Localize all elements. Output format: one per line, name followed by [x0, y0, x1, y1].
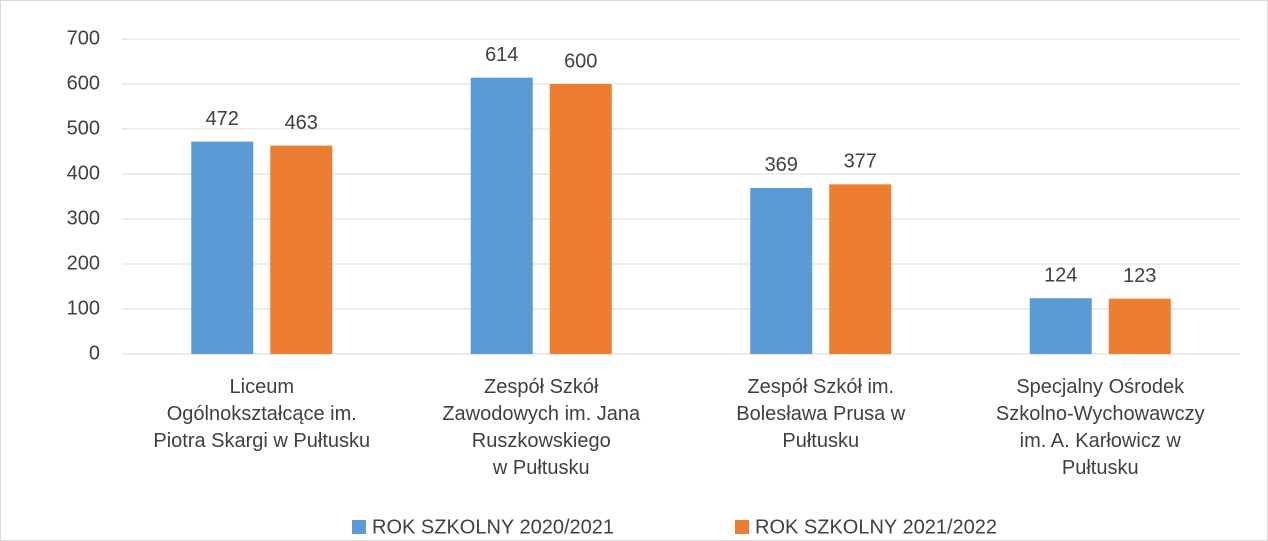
- legend-label: ROK SZKOLNY 2020/2021: [372, 516, 614, 538]
- bar: [191, 141, 254, 354]
- bar: [829, 184, 892, 354]
- y-tick-label: 400: [67, 162, 100, 184]
- value-label: 377: [844, 151, 877, 173]
- bar: [549, 84, 612, 354]
- legend-label: ROK SZKOLNY 2021/2022: [755, 516, 997, 538]
- y-tick-label: 300: [67, 207, 100, 229]
- bar: [470, 77, 533, 354]
- bar: [1029, 298, 1092, 354]
- bar: [750, 187, 813, 354]
- legend-swatch: [352, 520, 366, 534]
- bar: [1108, 298, 1171, 354]
- y-tick-label: 700: [67, 27, 100, 49]
- value-label: 600: [564, 50, 597, 72]
- bar: [270, 145, 333, 354]
- value-label: 463: [285, 112, 318, 134]
- y-tick-label: 500: [67, 117, 100, 139]
- x-tick-label: Zespół Szkół im. Bolesława Prusa w Pułtusk…: [736, 376, 906, 452]
- value-label: 123: [1123, 265, 1156, 287]
- legend-swatch: [735, 520, 749, 534]
- x-tick-label: Liceum Ogólnokształcące im. Piotra Skargi …: [153, 376, 370, 452]
- value-label: 472: [206, 108, 239, 130]
- value-label: 369: [765, 154, 798, 176]
- y-tick-label: 0: [89, 342, 100, 364]
- x-tick-label: Specjalny Ośrodek Szkolno-Wychowawczy im. …: [996, 376, 1205, 479]
- y-tick-label: 200: [67, 252, 100, 274]
- value-label: 124: [1044, 264, 1077, 286]
- value-label: 614: [485, 44, 518, 66]
- x-tick-label: Zespół Szkół Zawodowych im. Jana Ruszkowsk…: [442, 376, 641, 479]
- y-tick-label: 100: [67, 297, 100, 319]
- y-tick-label: 600: [67, 72, 100, 94]
